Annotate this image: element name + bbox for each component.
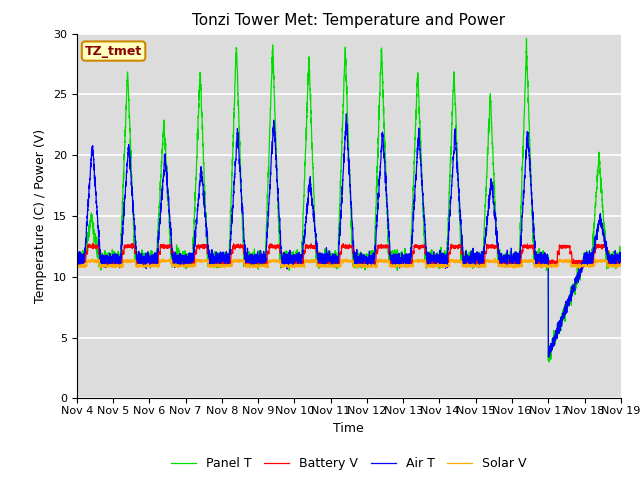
Solar V: [491, 255, 499, 261]
Panel T: [616, 256, 624, 262]
Panel T: [545, 359, 553, 365]
Battery V: [171, 260, 179, 265]
Panel T: [502, 255, 509, 261]
Line: Battery V: Battery V: [77, 243, 621, 266]
Line: Air T: Air T: [77, 114, 621, 357]
Air T: [441, 252, 449, 257]
Solar V: [440, 262, 448, 268]
X-axis label: Time: Time: [333, 421, 364, 434]
Panel T: [171, 258, 179, 264]
Legend: Panel T, Battery V, Air T, Solar V: Panel T, Battery V, Air T, Solar V: [166, 452, 531, 475]
Panel T: [73, 250, 81, 255]
Solar V: [575, 265, 583, 271]
Panel T: [471, 262, 479, 268]
Solar V: [617, 262, 625, 268]
Air T: [328, 262, 336, 267]
Panel T: [523, 36, 531, 41]
Solar V: [616, 263, 624, 268]
Solar V: [328, 263, 336, 269]
Battery V: [617, 258, 625, 264]
Air T: [545, 354, 552, 360]
Battery V: [73, 260, 81, 265]
Panel T: [328, 254, 336, 260]
Panel T: [440, 257, 448, 263]
Line: Panel T: Panel T: [77, 38, 621, 362]
Title: Tonzi Tower Met: Temperature and Power: Tonzi Tower Met: Temperature and Power: [192, 13, 506, 28]
Line: Solar V: Solar V: [77, 258, 621, 268]
Battery V: [329, 259, 337, 265]
Air T: [616, 258, 624, 264]
Battery V: [89, 240, 97, 246]
Air T: [502, 252, 509, 258]
Battery V: [471, 259, 479, 265]
Text: TZ_tmet: TZ_tmet: [85, 45, 142, 58]
Panel T: [617, 261, 625, 266]
Battery V: [289, 263, 296, 269]
Air T: [471, 254, 479, 260]
Battery V: [616, 260, 624, 266]
Y-axis label: Temperature (C) / Power (V): Temperature (C) / Power (V): [35, 129, 47, 303]
Battery V: [441, 260, 449, 265]
Solar V: [502, 263, 509, 268]
Air T: [171, 255, 179, 261]
Air T: [617, 259, 625, 264]
Air T: [73, 257, 81, 263]
Battery V: [502, 258, 509, 264]
Solar V: [73, 264, 81, 269]
Air T: [342, 111, 350, 117]
Solar V: [471, 263, 479, 269]
Solar V: [171, 264, 179, 269]
